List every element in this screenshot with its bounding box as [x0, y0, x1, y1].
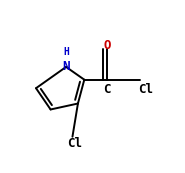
- Text: O: O: [103, 39, 111, 52]
- Text: N: N: [62, 60, 70, 72]
- Text: Cl: Cl: [67, 137, 82, 150]
- Text: Cl: Cl: [138, 83, 153, 95]
- Text: C: C: [103, 83, 111, 95]
- Text: H: H: [63, 47, 69, 57]
